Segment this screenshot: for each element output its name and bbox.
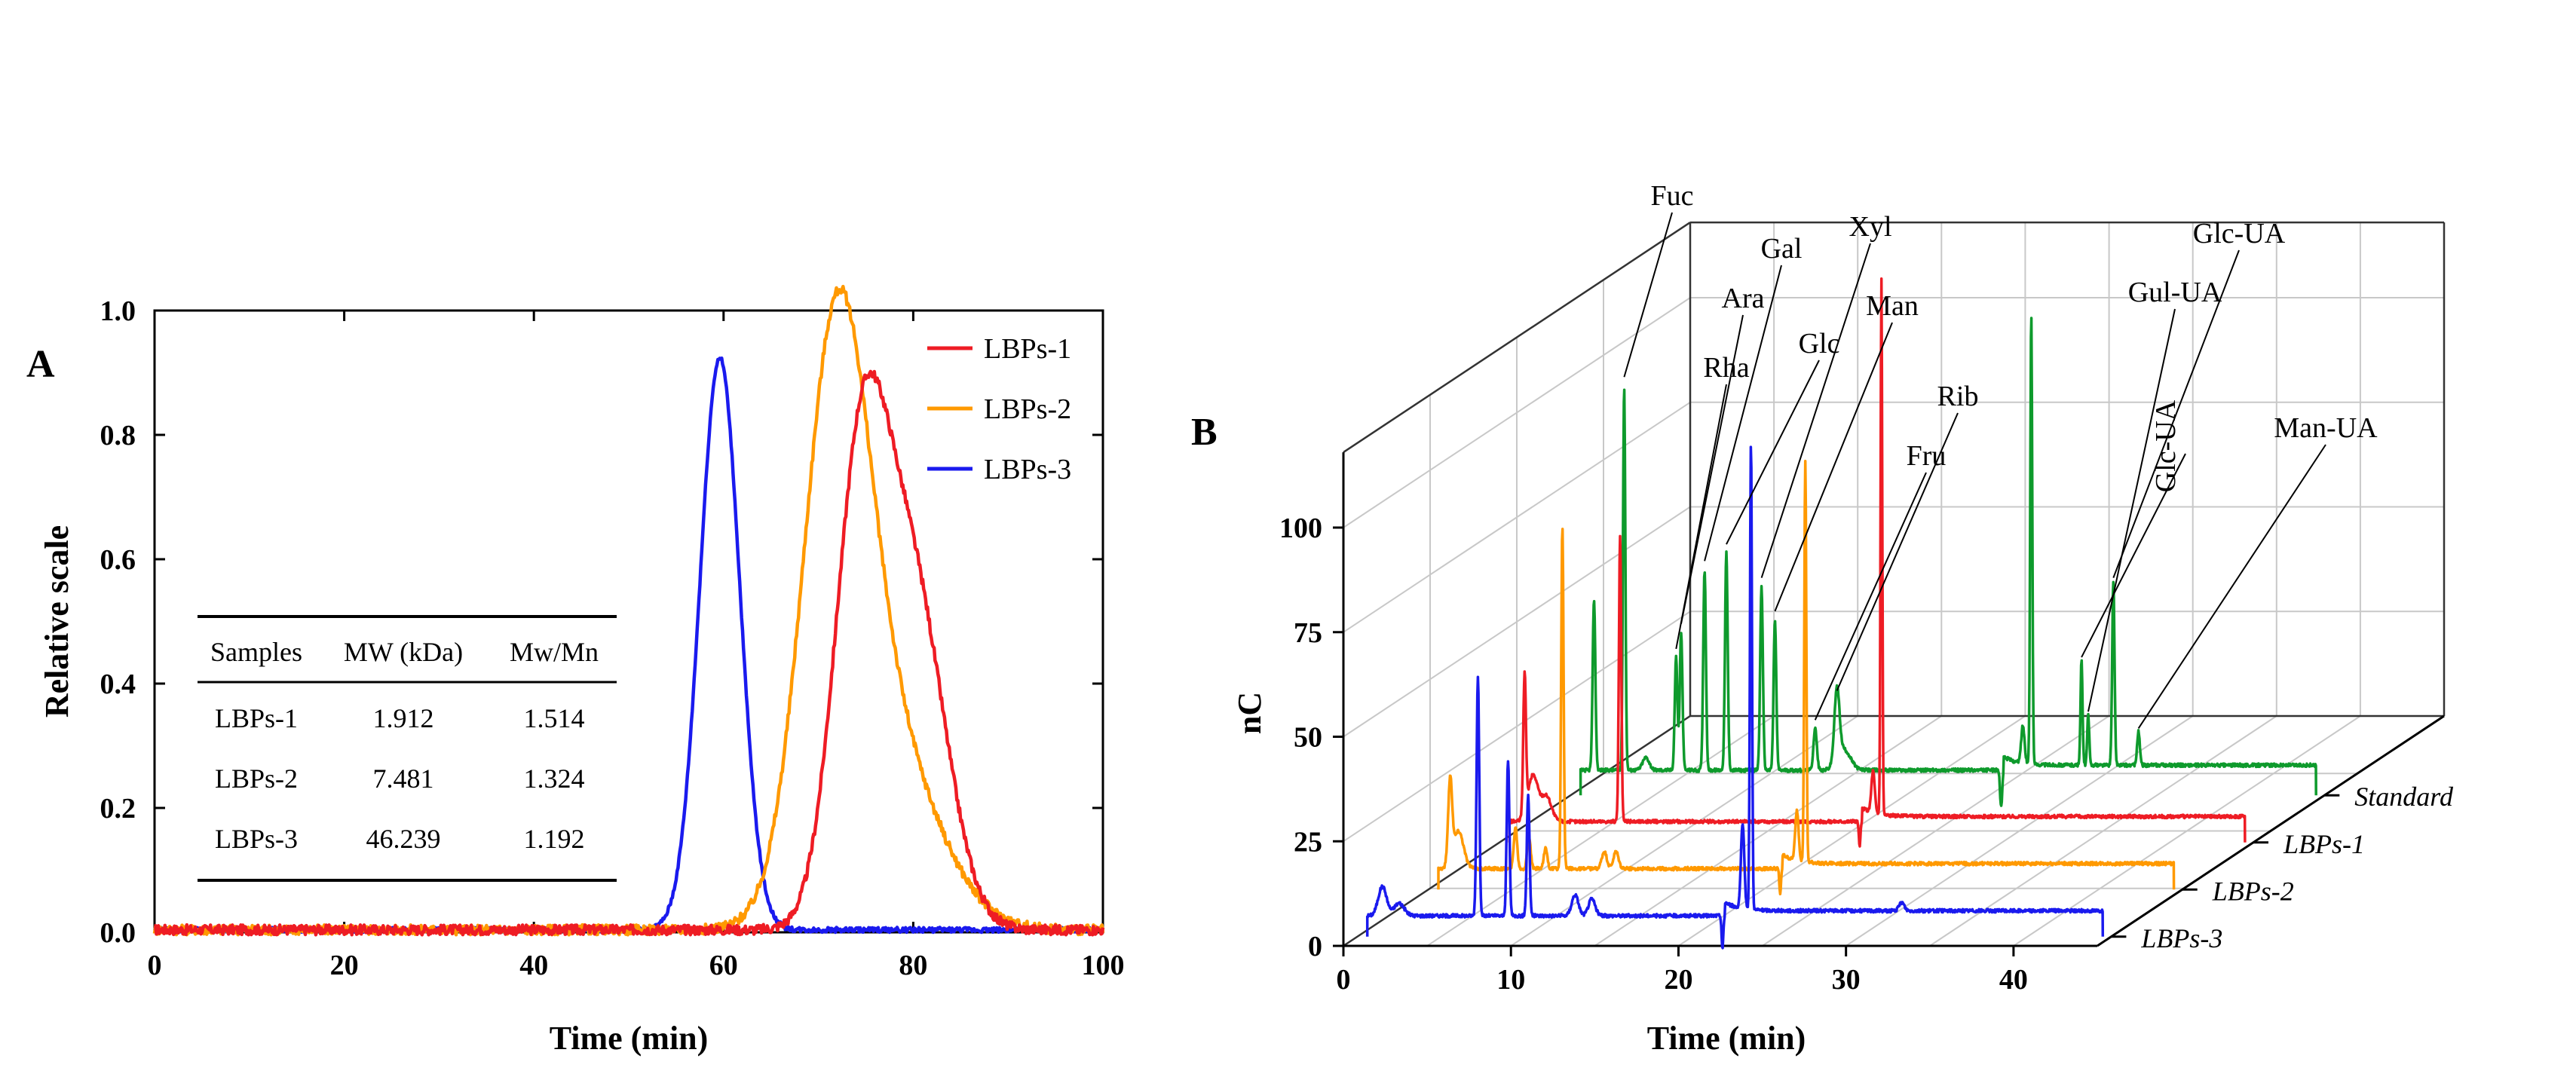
panel-a-xtick-label: 80 — [899, 950, 927, 981]
panel-b-peak-leader — [1814, 472, 1927, 721]
panel-b-xtick-label: 30 — [1832, 964, 1861, 996]
panel-a-ytick-label: 0.4 — [100, 669, 136, 700]
panel-a-legend-label: LBPs-2 — [984, 393, 1071, 425]
panel-b-series-label: LBPs-2 — [2212, 876, 2294, 906]
panel-b-peak-leader — [2081, 453, 2186, 658]
panel-b-peak-leader — [1760, 243, 1871, 578]
panel-b-peak-label: Fru — [1907, 440, 1947, 472]
panel-a-y-axis-title: Relative scale — [38, 525, 75, 718]
panel-b-y-axis-title: nC — [1231, 692, 1268, 734]
panel-b-xtick-label: 10 — [1496, 964, 1525, 996]
panel-a-table-cell: LBPs-2 — [215, 763, 298, 794]
panel-b-ztick-label: 75 — [1294, 617, 1322, 649]
panel-a-ytick-label: 0.2 — [100, 793, 136, 825]
panel-b-peak-label: Xyl — [1849, 211, 1892, 243]
panel-a-table-header: MW (kDa) — [344, 637, 463, 667]
panel-b-peak-label: Gal — [1761, 233, 1803, 265]
panel-b-peak-leader — [1774, 322, 1893, 612]
panel-a-letter: A — [26, 343, 55, 386]
panel-b-letter: B — [1191, 411, 1218, 454]
panel-b-peak-leader — [1623, 212, 1673, 378]
panel-a-xtick-label: 100 — [1082, 950, 1125, 981]
panel-a-x-axis-title: Time (min) — [550, 1020, 709, 1057]
panel-b-series-line-LBPs-2 — [1437, 460, 2176, 896]
panel-b-peak-leader — [2087, 308, 2176, 712]
panel-b-peak-label: Glc — [1799, 328, 1840, 360]
panel-a-table-header: Samples — [210, 637, 302, 667]
panel-a-table-cell: LBPs-1 — [215, 703, 298, 733]
panel-b-series-label: Standard — [2354, 782, 2454, 812]
panel-b-peak-leader — [1726, 360, 1820, 545]
panel-b-ztick-label: 25 — [1294, 826, 1322, 858]
panel-a-ytick-label: 0.0 — [100, 917, 136, 949]
panel-a-xtick-label: 20 — [330, 950, 359, 981]
panel-a-series-line-LBPs-1 — [154, 369, 1105, 937]
panel-a-ytick-label: 0.8 — [100, 420, 136, 451]
panel-b-depth-axis — [2097, 714, 2445, 947]
panel-a-table-header: Mw/Mn — [510, 637, 599, 667]
panel-b-peak-leader — [2137, 444, 2326, 729]
panel-b-series-label: LBPs-3 — [2140, 923, 2222, 953]
panel-b-peak-label: Ara — [1722, 283, 1765, 314]
panel-b-peak-leader — [1704, 265, 1782, 561]
panel-a-table-cell: 7.481 — [373, 763, 434, 794]
panel-b-x-axis-title: Time (min) — [1647, 1020, 1806, 1057]
panel-b-series-label: LBPs-1 — [2283, 829, 2365, 859]
panel-b-peak-label: Fuc — [1651, 180, 1694, 212]
panel-b-peak-label: Rha — [1703, 352, 1749, 384]
panel-a-table-cell: 1.192 — [524, 824, 585, 854]
panel-b-peak-label: Rib — [1937, 381, 1979, 412]
panel-a-ytick-label: 1.0 — [100, 295, 136, 327]
panel-a-table-cell: LBPs-3 — [215, 824, 298, 854]
panel-b-leftwall-grid — [1343, 506, 1691, 738]
panel-b-series-line-Standard — [1579, 317, 2317, 807]
panel-a-legend-label: LBPs-1 — [984, 333, 1071, 365]
panel-a-table-cell: 1.514 — [524, 703, 585, 733]
panel-a-xtick-label: 60 — [709, 950, 738, 981]
panel-b-leftwall-grid — [1343, 297, 1691, 528]
panel-a-ytick-label: 0.6 — [100, 544, 136, 576]
panel-a-table-cell: 1.912 — [373, 703, 434, 733]
panel-b-xtick-label: 40 — [1999, 964, 2028, 996]
panel-b-series-line-LBPs-1 — [1508, 277, 2247, 848]
panel-b-box-edge — [1343, 222, 1691, 454]
panel-a-table-cell: 1.324 — [524, 763, 585, 794]
panel-b-xtick-label: 0 — [1337, 964, 1351, 996]
panel-b-ztick-label: 50 — [1294, 722, 1322, 754]
panel-b-ztick-label: 0 — [1308, 931, 1322, 962]
panel-b-peak-leader — [2112, 249, 2240, 578]
panel-b-ztick-label: 100 — [1279, 513, 1322, 544]
panel-a-legend-label: LBPs-3 — [984, 454, 1071, 485]
panel-a-xtick-label: 0 — [148, 950, 162, 981]
panel-b-peak-label: Man — [1866, 290, 1919, 322]
panel-b-leftwall-grid — [1343, 610, 1691, 843]
panel-b-series-line-LBPs-3 — [1365, 445, 2105, 950]
panel-a-xtick-label: 40 — [519, 950, 548, 981]
panel-b-peak-label: Gul-UA — [2128, 277, 2222, 308]
panel-b-xtick-label: 20 — [1664, 964, 1692, 996]
panel-b-peak-label: Man-UA — [2274, 412, 2378, 444]
panel-a-table-cell: 46.239 — [366, 824, 441, 854]
panel-b-peak-leader — [1836, 412, 1959, 691]
panel-b-peak-label: Glc-UA — [2193, 218, 2286, 249]
panel-b-peak-leader — [1680, 314, 1744, 624]
panel-b-leftwall-grid — [1343, 401, 1691, 633]
